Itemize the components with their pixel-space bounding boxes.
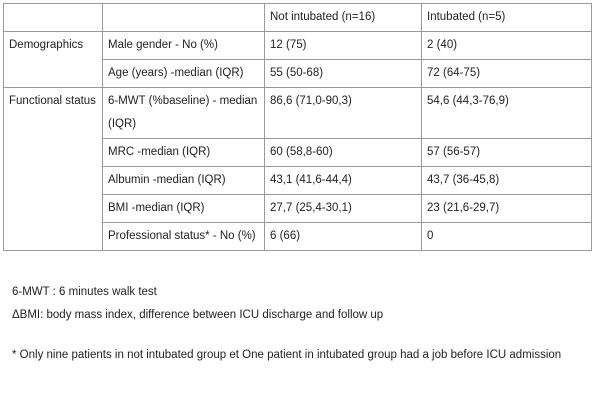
not-intubated-cell: 60 (58,8-60) — [264, 138, 422, 167]
variable-cell: Albumin -median (IQR) — [102, 166, 265, 195]
variable-cell: Age (years) -median (IQR) — [102, 59, 265, 88]
intubated-cell: 57 (56-57) — [421, 138, 592, 167]
header-cell-empty-1 — [3, 3, 103, 32]
variable-cell: Male gender - No (%) — [102, 31, 265, 60]
not-intubated-cell: 27,7 (25,4-30,1) — [264, 194, 422, 223]
table-header-row: Not intubated (n=16) Intubated (n=5) — [3, 3, 592, 32]
table-row: Professional status* - No (%) 6 (66) 0 — [4, 222, 592, 251]
variable-cell: BMI -median (IQR) — [102, 194, 265, 223]
not-intubated-cell: 6 (66) — [264, 222, 422, 251]
not-intubated-cell: 86,6 (71,0-90,3) — [264, 87, 422, 139]
table-notes: 6-MWT : 6 minutes walk test ΔBMI: body m… — [12, 281, 592, 367]
intubated-cell: 2 (40) — [421, 31, 592, 60]
intubated-cell: 23 (21,6-29,7) — [421, 194, 592, 223]
notes-spacer — [12, 327, 592, 344]
abbreviation-note-6mwt: 6-MWT : 6 minutes walk test — [12, 286, 157, 298]
header-cell-empty-2 — [102, 3, 265, 32]
variable-cell: Professional status* - No (%) — [102, 222, 265, 251]
intubated-cell: 43,7 (36-45,8) — [421, 166, 592, 195]
table-row: Age (years) -median (IQR) 55 (50-68) 72 … — [4, 59, 592, 88]
footnote: * Only nine patients in not intubated gr… — [12, 349, 562, 361]
header-intubated: Intubated (n=5) — [421, 3, 592, 32]
intubated-cell: 0 — [421, 222, 592, 251]
abbreviation-note-bmi: ΔBMI: body mass index, difference betwee… — [12, 309, 384, 321]
table-row: BMI -median (IQR) 27,7 (25,4-30,1) 23 (2… — [4, 194, 592, 223]
not-intubated-cell: 55 (50-68) — [264, 59, 422, 88]
table-row: Functional status 6-MWT (%baseline) - me… — [3, 87, 592, 251]
results-table: Not intubated (n=16) Intubated (n=5) Dem… — [3, 3, 592, 251]
not-intubated-cell: 12 (75) — [264, 31, 422, 60]
intubated-cell: 72 (64-75) — [421, 59, 592, 88]
group-label-demographics: Demographics — [3, 31, 103, 88]
group-label-functional-status: Functional status — [3, 87, 103, 251]
variable-cell: MRC -median (IQR) — [102, 138, 265, 167]
header-not-intubated: Not intubated (n=16) — [264, 3, 422, 32]
table-row: Demographics Male gender - No (%) 12 (75… — [3, 31, 592, 88]
intubated-cell: 54,6 (44,3-76,9) — [421, 87, 592, 139]
not-intubated-cell: 43,1 (41,6-44,4) — [264, 166, 422, 195]
variable-cell: 6-MWT (%baseline) - median (IQR) — [102, 87, 265, 139]
table-row: MRC -median (IQR) 60 (58,8-60) 57 (56-57… — [4, 138, 592, 167]
table-row: Albumin -median (IQR) 43,1 (41,6-44,4) 4… — [4, 166, 592, 195]
